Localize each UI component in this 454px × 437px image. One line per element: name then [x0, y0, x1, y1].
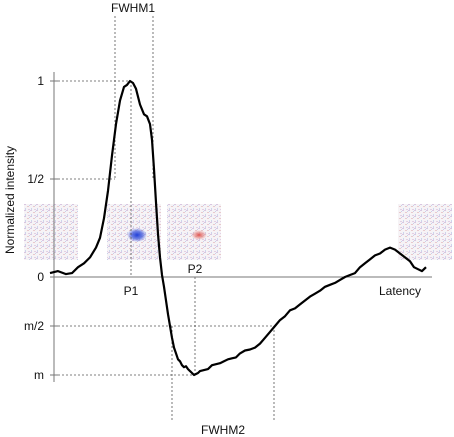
- map-baseline: [24, 204, 78, 260]
- marker-label-p1: P1: [124, 284, 139, 298]
- map-late: [398, 204, 452, 260]
- y-axis-label: Normalized intensity: [3, 146, 17, 254]
- topography-maps: [24, 204, 452, 260]
- y-tick-label: 1/2: [27, 172, 44, 186]
- guide-lines: [58, 16, 275, 420]
- y-ticks: 1 1/2 0 m/2 m: [24, 74, 58, 382]
- fwhm1-label: FWHM1: [111, 1, 155, 15]
- series-line: [49, 79, 427, 377]
- map-p1: [107, 204, 161, 260]
- fwhm2-label: FWHM2: [201, 423, 245, 437]
- y-tick-label: 1: [37, 74, 44, 88]
- x-axis-label: Latency: [379, 284, 421, 298]
- y-tick-label: m: [34, 368, 44, 382]
- marker-label-p2: P2: [188, 262, 203, 276]
- map-p2-blob: [191, 230, 207, 240]
- y-tick-label: m/2: [24, 319, 44, 333]
- map-p1-blob: [127, 228, 147, 242]
- map-p2: [167, 204, 221, 260]
- y-tick-label: 0: [37, 270, 44, 284]
